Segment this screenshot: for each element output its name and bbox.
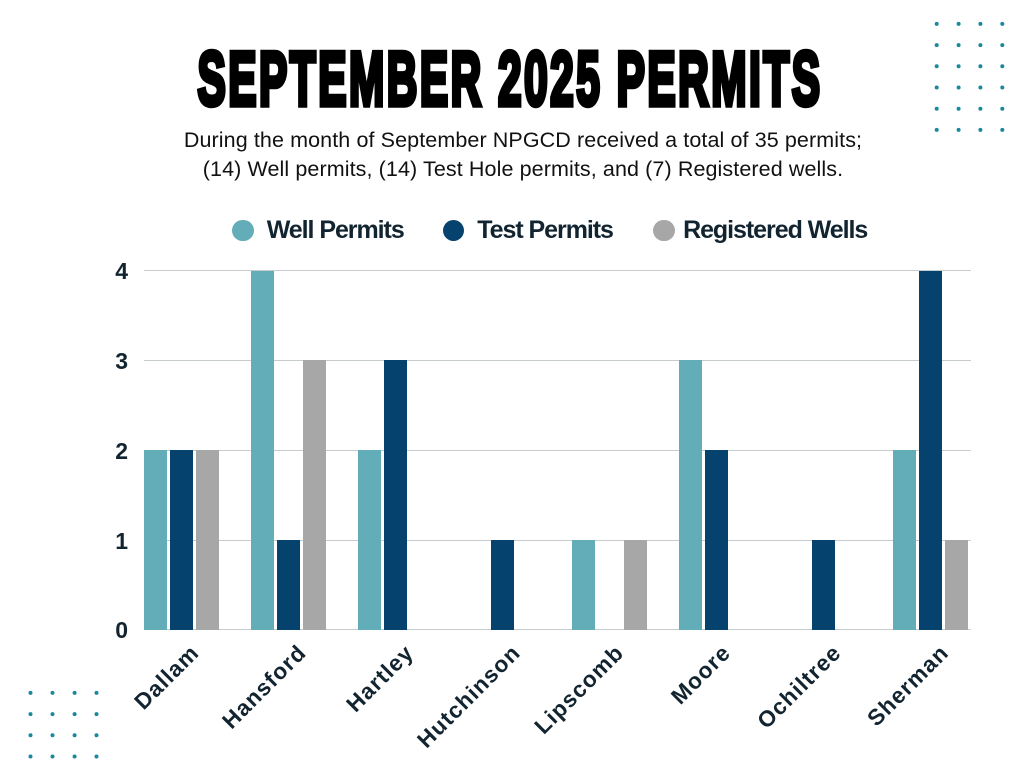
svg-text:SEPTEMBER 2025 PERMITS: SEPTEMBER 2025 PERMITS xyxy=(198,37,823,122)
